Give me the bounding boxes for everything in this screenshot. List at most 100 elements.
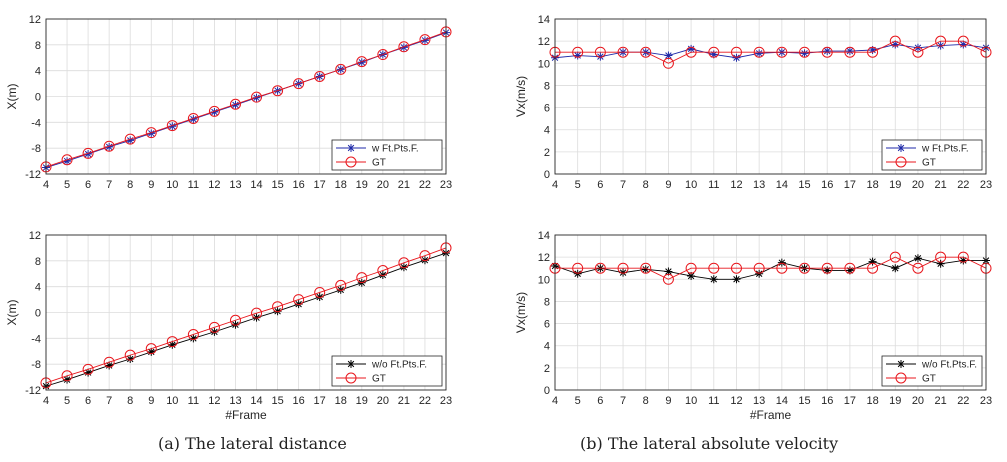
y-tick-label: 14 bbox=[538, 230, 550, 242]
data-point-circle bbox=[293, 78, 305, 90]
data-point-circle bbox=[867, 262, 879, 274]
y-tick-label: 4 bbox=[544, 341, 550, 353]
data-point-circle bbox=[145, 343, 157, 355]
x-tick-label: 19 bbox=[356, 179, 368, 191]
x-tick-label: 5 bbox=[575, 395, 581, 407]
data-point-asterisk bbox=[709, 275, 718, 284]
data-point-asterisk bbox=[189, 334, 198, 343]
data-point-asterisk bbox=[147, 347, 156, 356]
x-tick-label: 10 bbox=[166, 179, 178, 191]
series-line bbox=[45, 247, 447, 384]
y-tick-label: 10 bbox=[538, 274, 550, 286]
x-tick-label: 17 bbox=[844, 395, 856, 407]
data-point-asterisk bbox=[891, 40, 900, 49]
data-point-circle bbox=[844, 262, 856, 274]
data-point-asterisk bbox=[573, 269, 582, 278]
x-tick-label: 18 bbox=[866, 395, 878, 407]
x-tick-label: 16 bbox=[293, 179, 305, 191]
data-point-asterisk bbox=[913, 254, 922, 263]
x-tick-label: 6 bbox=[597, 179, 603, 191]
data-point-circle bbox=[821, 262, 833, 274]
x-tick-label: 8 bbox=[643, 179, 649, 191]
data-point-circle bbox=[912, 262, 924, 274]
data-point-circle bbox=[708, 46, 720, 58]
data-point-circle bbox=[912, 46, 924, 58]
data-point-asterisk bbox=[63, 375, 72, 384]
x-tick-label: 21 bbox=[935, 395, 947, 407]
legend-box bbox=[331, 139, 443, 171]
y-tick-label: 4 bbox=[35, 282, 41, 294]
y-axis-label: X(m) bbox=[5, 300, 19, 326]
x-tick-label: 5 bbox=[64, 179, 70, 191]
data-point-asterisk bbox=[84, 368, 93, 377]
data-point-asterisk bbox=[687, 44, 696, 53]
data-point-circle bbox=[377, 265, 389, 277]
y-tick-label: 10 bbox=[538, 58, 550, 70]
legend-marker-circle bbox=[345, 156, 357, 168]
legend-marker-asterisk bbox=[347, 360, 355, 368]
x-tick-label: 15 bbox=[271, 395, 283, 407]
x-tick-label: 13 bbox=[229, 395, 241, 407]
x-tick-label: 5 bbox=[64, 395, 70, 407]
data-point-asterisk bbox=[868, 46, 877, 54]
data-point-asterisk bbox=[913, 43, 922, 52]
data-point-asterisk bbox=[126, 136, 135, 145]
data-point-circle bbox=[776, 262, 788, 274]
x-tick-label: 15 bbox=[271, 179, 283, 191]
data-point-asterisk bbox=[573, 51, 582, 60]
data-point-circle bbox=[640, 46, 652, 58]
x-tick-label: 11 bbox=[708, 395, 719, 407]
x-tick-label: 19 bbox=[356, 395, 368, 407]
data-point-circle bbox=[662, 57, 674, 69]
y-tick-label: -4 bbox=[31, 117, 41, 129]
data-point-circle bbox=[124, 133, 136, 145]
data-point-circle bbox=[314, 70, 326, 82]
data-point-asterisk bbox=[709, 50, 718, 59]
series-line bbox=[555, 256, 987, 280]
data-point-asterisk bbox=[936, 259, 945, 268]
x-tick-label: 9 bbox=[148, 395, 154, 407]
data-point-circle bbox=[356, 272, 368, 284]
x-tick-label: 21 bbox=[398, 395, 410, 407]
data-point-asterisk bbox=[168, 122, 177, 131]
x-tick-label: 8 bbox=[127, 395, 133, 407]
x-tick-label: 11 bbox=[708, 179, 719, 191]
legend-marker-circle bbox=[895, 156, 907, 168]
x-tick-label: 20 bbox=[377, 395, 389, 407]
x-tick-label: 21 bbox=[398, 179, 410, 191]
data-point-circle bbox=[776, 46, 788, 58]
x-tick-label: 16 bbox=[293, 395, 305, 407]
legend-label: w/o Ft.Pts.F. bbox=[921, 360, 977, 371]
x-tick-label: 10 bbox=[685, 179, 697, 191]
x-tick-label: 20 bbox=[912, 179, 924, 191]
data-point-circle bbox=[82, 147, 94, 159]
x-tick-label: 13 bbox=[229, 179, 241, 191]
data-point-circle bbox=[594, 262, 606, 274]
data-point-asterisk bbox=[63, 157, 72, 166]
data-point-circle bbox=[957, 251, 969, 263]
data-point-circle bbox=[844, 46, 856, 58]
data-point-circle bbox=[957, 35, 969, 47]
caption-lateral-velocity: (b) The lateral absolute velocity bbox=[580, 434, 839, 453]
y-tick-label: 2 bbox=[544, 363, 550, 375]
y-tick-label: 8 bbox=[35, 256, 41, 268]
x-tick-label: 5 bbox=[575, 179, 581, 191]
y-tick-label: -8 bbox=[31, 143, 41, 155]
x-tick-label: 14 bbox=[250, 179, 262, 191]
x-tick-label: 19 bbox=[889, 395, 901, 407]
y-tick-label: 0 bbox=[544, 169, 550, 181]
data-point-asterisk bbox=[189, 115, 198, 124]
y-tick-label: 4 bbox=[544, 125, 550, 137]
y-tick-label: 12 bbox=[29, 14, 41, 26]
x-axis-label: #Frame bbox=[750, 408, 792, 422]
data-point-circle bbox=[208, 105, 220, 117]
data-point-circle bbox=[572, 262, 584, 274]
data-point-circle bbox=[398, 257, 410, 269]
data-point-asterisk bbox=[755, 269, 764, 278]
data-point-circle bbox=[229, 98, 241, 110]
x-tick-label: 4 bbox=[43, 395, 49, 407]
data-point-asterisk bbox=[664, 267, 673, 276]
y-tick-label: -8 bbox=[31, 359, 41, 371]
x-tick-label: 13 bbox=[753, 179, 765, 191]
